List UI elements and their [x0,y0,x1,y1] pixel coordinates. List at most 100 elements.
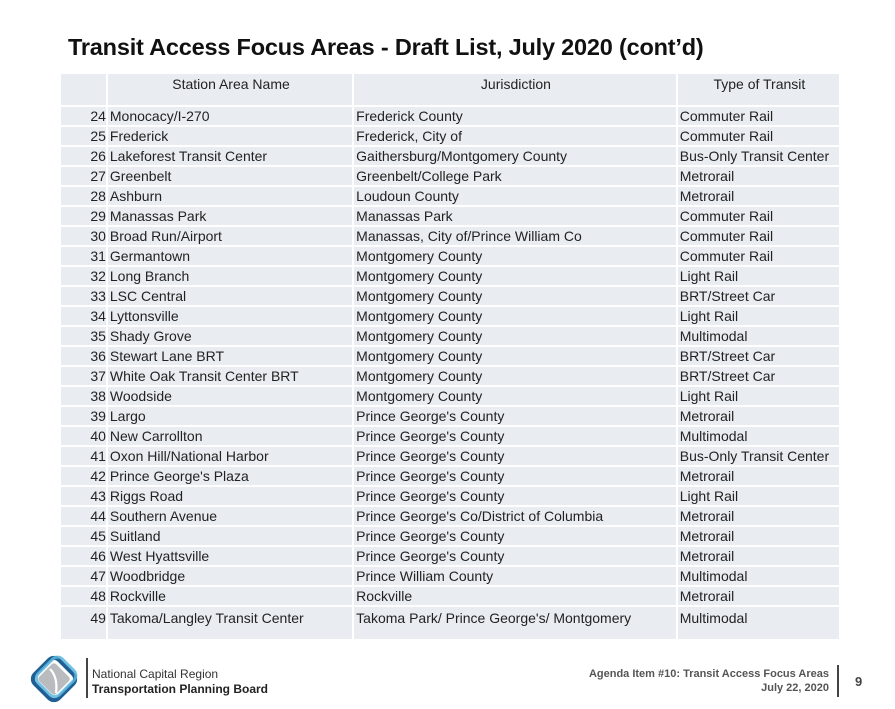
transit-focus-areas-table: Station Area Name Jurisdiction Type of T… [59,72,841,641]
station-area-name: Largo [107,407,353,425]
station-area-name: Stewart Lane BRT [107,347,353,365]
row-number: 25 [61,127,106,145]
table-row: 48 Rockville Rockville Metrorail [61,587,839,605]
header-number [61,74,106,105]
table-row: 49 Takoma/Langley Transit Center Takoma Pa… [61,607,839,639]
row-number: 46 [61,547,106,565]
jurisdiction: Montgomery County [354,287,676,305]
station-area-name: Woodbridge [107,567,353,585]
row-number: 32 [61,267,106,285]
jurisdiction: Takoma Park/ Prince George's/ Montgomery [354,607,676,639]
station-area-name: Woodside [107,387,353,405]
station-area-name: White Oak Transit Center BRT [107,367,353,385]
transit-type: Metrorail [677,527,839,545]
station-area-name: West Hyattsville [107,547,353,565]
jurisdiction: Montgomery County [354,347,676,365]
jurisdiction: Prince George's County [354,547,676,565]
jurisdiction: Montgomery County [354,387,676,405]
table-row: 25 Frederick Frederick, City of Commuter Ra… [61,127,839,145]
row-number: 33 [61,287,106,305]
jurisdiction: Manassas Park [354,207,676,225]
table-row: 39 Largo Prince George's County Metrorail [61,407,839,425]
transit-type: Commuter Rail [677,207,839,225]
table-row: 36 Stewart Lane BRT Montgomery County BRT/S… [61,347,839,365]
agenda-info: Agenda Item #10: Transit Access Focus Ar… [589,667,829,695]
jurisdiction: Greenbelt/College Park [354,167,676,185]
transit-type: Bus-Only Transit Center [677,447,839,465]
transit-type: Commuter Rail [677,127,839,145]
transit-type: Bus-Only Transit Center [677,147,839,165]
transit-type: Metrorail [677,167,839,185]
row-number: 47 [61,567,106,585]
transit-type: BRT/Street Car [677,347,839,365]
org-name-line2: Transportation Planning Board [92,682,269,696]
table-row: 28 Ashburn Loudoun County Metrorail [61,187,839,205]
jurisdiction: Montgomery County [354,327,676,345]
transit-type: Light Rail [677,487,839,505]
transit-type: Light Rail [677,387,839,405]
station-area-name: Greenbelt [107,167,353,185]
transit-type: Multimodal [677,327,839,345]
table-row: 35 Shady Grove Montgomery County Multimodal [61,327,839,345]
jurisdiction: Prince George's County [354,527,676,545]
jurisdiction: Prince George's County [354,407,676,425]
row-number: 45 [61,527,106,545]
station-area-name: New Carrollton [107,427,353,445]
row-number: 27 [61,167,106,185]
jurisdiction: Manassas, City of/Prince William Co [354,227,676,245]
transit-type: Light Rail [677,307,839,325]
agenda-date: July 22, 2020 [761,682,829,694]
row-number: 44 [61,507,106,525]
transit-type: Commuter Rail [677,227,839,245]
transit-type: Metrorail [677,407,839,425]
row-number: 49 [61,607,106,639]
row-number: 26 [61,147,106,165]
table-row: 46 West Hyattsville Prince George's County… [61,547,839,565]
table-body: 24 Monocacy/I-270 Frederick County Commuter… [61,107,839,639]
row-number: 29 [61,207,106,225]
station-area-name: Frederick [107,127,353,145]
table-row: 41 Oxon Hill/National Harbor Prince George… [61,447,839,465]
row-number: 31 [61,247,106,265]
row-number: 42 [61,467,106,485]
transit-type: Multimodal [677,607,839,639]
station-area-name: Manassas Park [107,207,353,225]
jurisdiction: Prince George's County [354,467,676,485]
jurisdiction: Prince George's Co/District of Columbia [354,507,676,525]
table-header-row: Station Area Name Jurisdiction Type of T… [61,74,839,105]
table-row: 33 LSC Central Montgomery County BRT/Street… [61,287,839,305]
row-number: 40 [61,427,106,445]
jurisdiction: Prince George's County [354,427,676,445]
row-number: 36 [61,347,106,365]
row-number: 39 [61,407,106,425]
org-name-line1: National Capital Region [92,667,219,681]
table-row: 43 Riggs Road Prince George's County Light … [61,487,839,505]
table-row: 27 Greenbelt Greenbelt/College Park Metrora… [61,167,839,185]
jurisdiction: Montgomery County [354,267,676,285]
station-area-name: Lakeforest Transit Center [107,147,353,165]
table-row: 24 Monocacy/I-270 Frederick County Commuter… [61,107,839,125]
transit-type: Metrorail [677,587,839,605]
header-type-of-transit: Type of Transit [677,74,839,105]
row-number: 48 [61,587,106,605]
transit-type: Metrorail [677,187,839,205]
table-row: 32 Long Branch Montgomery County Light Rail [61,267,839,285]
transit-type: Multimodal [677,427,839,445]
station-area-name: LSC Central [107,287,353,305]
row-number: 41 [61,447,106,465]
table-row: 40 New Carrollton Prince George's County Mu… [61,427,839,445]
slide-title: Transit Access Focus Areas - Draft List,… [68,34,704,60]
table-row: 29 Manassas Park Manassas Park Commuter Rai… [61,207,839,225]
station-area-name: Oxon Hill/National Harbor [107,447,353,465]
transit-type: Metrorail [677,547,839,565]
row-number: 37 [61,367,106,385]
transit-type: Commuter Rail [677,247,839,265]
station-area-name: Germantown [107,247,353,265]
row-number: 34 [61,307,106,325]
transit-type: Metrorail [677,507,839,525]
jurisdiction: Prince George's County [354,487,676,505]
table-row: 44 Southern Avenue Prince George's Co/Dist… [61,507,839,525]
station-area-name: Riggs Road [107,487,353,505]
table-row: 45 Suitland Prince George's County Metrorai… [61,527,839,545]
transit-type: Multimodal [677,567,839,585]
